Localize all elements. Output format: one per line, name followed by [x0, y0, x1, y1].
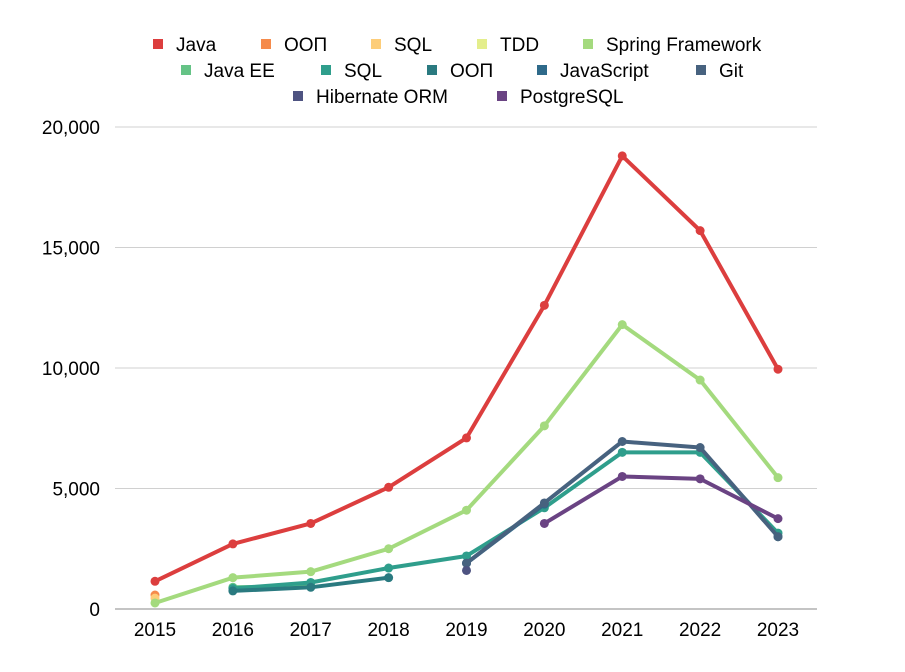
legend-label: JavaScript — [560, 61, 649, 82]
legend-swatch — [371, 39, 381, 49]
x-tick-label: 2018 — [367, 620, 409, 641]
data-point — [150, 576, 160, 586]
data-point — [462, 433, 471, 443]
x-tick-label: 2021 — [601, 620, 643, 641]
data-point — [695, 443, 705, 453]
legend-item: PostgreSQL — [497, 87, 624, 108]
legend-item: TDD — [477, 35, 539, 56]
data-point — [539, 421, 549, 431]
grid — [115, 126, 817, 610]
y-tick-label: 5,000 — [52, 480, 100, 501]
data-point — [539, 498, 549, 508]
legend-swatch — [696, 65, 706, 75]
data-point — [695, 375, 705, 385]
data-point — [773, 532, 783, 542]
legend-swatch — [537, 65, 547, 75]
legend-item: ООП — [261, 35, 327, 56]
legend-swatch — [181, 65, 191, 75]
legend-swatch — [261, 39, 271, 49]
data-point — [228, 573, 238, 583]
data-point — [384, 573, 394, 583]
x-tick-label: 2015 — [134, 620, 176, 641]
legend-label: ООП — [450, 61, 493, 82]
y-tick-label: 15,000 — [42, 239, 100, 260]
data-point — [150, 598, 160, 608]
data-point — [617, 320, 627, 330]
data-point — [617, 447, 627, 457]
data-point — [462, 551, 471, 561]
data-point — [228, 539, 238, 549]
legend-item: Spring Framework — [583, 35, 762, 56]
series-10 — [462, 565, 471, 575]
x-tick-label: 2020 — [523, 620, 565, 641]
legend-label: PostgreSQL — [520, 87, 624, 108]
x-tick-label: 2017 — [290, 620, 332, 641]
legend-label: Spring Framework — [606, 35, 762, 56]
legend-label: ООП — [284, 35, 327, 56]
data-point — [462, 565, 471, 575]
x-tick-label: 2022 — [679, 620, 721, 641]
legend-item: SQL — [321, 61, 382, 82]
legend-item: SQL — [371, 35, 432, 56]
y-tick-label: 0 — [89, 600, 100, 621]
legend-swatch — [477, 39, 487, 49]
legend-swatch — [427, 65, 437, 75]
legend-item: Java — [153, 35, 217, 56]
legend-swatch — [497, 91, 507, 101]
y-tick-label: 10,000 — [42, 359, 100, 380]
x-tick-label: 2016 — [212, 620, 254, 641]
data-point — [384, 563, 394, 573]
legend: Java ООП SQL TDD Spring Framework Java EE SQL О… — [153, 35, 762, 108]
legend-label: TDD — [500, 35, 539, 56]
legend-swatch — [153, 39, 163, 49]
legend-label: Git — [719, 61, 744, 82]
data-point — [306, 582, 316, 592]
series-9 — [462, 437, 783, 568]
series-7 — [228, 532, 783, 596]
legend-label: Java EE — [204, 61, 275, 82]
x-tick-label: 2023 — [757, 620, 799, 641]
data-point — [773, 364, 783, 374]
y-axis: 0 5,000 10,000 15,000 20,000 — [42, 118, 100, 621]
legend-item: Git — [696, 61, 744, 82]
data-point — [462, 505, 471, 515]
x-axis: 2015 2016 2017 2018 2019 2020 2021 2022 2023 — [134, 620, 799, 641]
legend-swatch — [583, 39, 593, 49]
data-point — [617, 437, 627, 447]
legend-label: Hibernate ORM — [316, 87, 448, 108]
series-line — [542, 474, 780, 526]
legend-item: JavaScript — [537, 61, 649, 82]
legend-item: ООП — [427, 61, 493, 82]
data-point — [462, 558, 471, 568]
data-point — [539, 518, 549, 528]
data-point — [617, 471, 627, 481]
data-point — [306, 567, 316, 577]
data-point — [539, 300, 549, 310]
legend-swatch — [321, 65, 331, 75]
legend-item: Java EE — [181, 61, 275, 82]
data-point — [228, 586, 238, 596]
legend-label: SQL — [344, 61, 382, 82]
data-point — [773, 514, 783, 524]
data-point — [384, 544, 394, 554]
y-tick-label: 20,000 — [42, 118, 100, 139]
series-11 — [539, 471, 783, 528]
legend-label: Java — [176, 35, 217, 56]
series-0 — [150, 151, 783, 586]
data-point — [306, 518, 316, 528]
data-point — [773, 473, 783, 483]
data-point — [695, 226, 705, 236]
series-group — [150, 151, 783, 608]
data-point — [384, 482, 394, 492]
legend-label: SQL — [394, 35, 432, 56]
x-tick-label: 2019 — [445, 620, 487, 641]
series-4 — [150, 320, 783, 608]
legend-item: Hibernate ORM — [293, 87, 448, 108]
data-point — [695, 474, 705, 484]
data-point — [617, 151, 627, 161]
legend-swatch — [293, 91, 303, 101]
